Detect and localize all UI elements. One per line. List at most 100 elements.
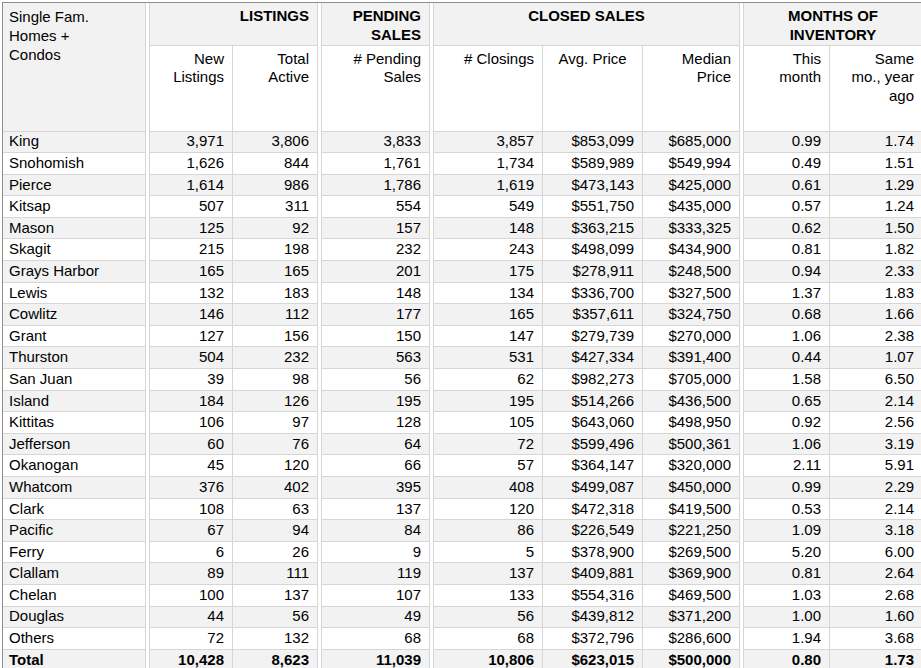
- this-month-inventory-cell: 0.92: [744, 412, 830, 434]
- same-month-year-ago-cell: 1.82: [830, 239, 921, 261]
- pending-sales-cell: 3,833: [322, 132, 430, 154]
- avg-price-cell: $363,215: [543, 218, 643, 240]
- new-listings-cell: 100: [150, 585, 233, 607]
- same-month-year-ago-cell: 1.73: [830, 650, 921, 668]
- county-cell: Total: [3, 650, 146, 668]
- new-listings-cell: 184: [150, 391, 233, 413]
- county-cell: Okanogan: [3, 455, 146, 477]
- col-header-same-month-year-ago: Same mo., year ago: [830, 46, 921, 132]
- county-cell: Kitsap: [3, 196, 146, 218]
- county-cell: Cowlitz: [3, 304, 146, 326]
- new-listings-cell: 106: [150, 412, 233, 434]
- pending-sales-cell: 1,761: [322, 153, 430, 175]
- new-listings-cell: 67: [150, 520, 233, 542]
- closings-cell: 62: [434, 369, 543, 391]
- new-listings-cell: 376: [150, 477, 233, 499]
- this-month-inventory-cell: 1.03: [744, 585, 830, 607]
- this-month-inventory-cell: 0.49: [744, 153, 830, 175]
- table-row: Jefferson 60 76 64 72 $599,496 $500,361 …: [3, 434, 921, 456]
- total-active-cell: 137: [233, 585, 318, 607]
- county-cell: San Juan: [3, 369, 146, 391]
- avg-price-cell: $643,060: [543, 412, 643, 434]
- median-price-cell: $269,500: [643, 542, 740, 564]
- pending-sales-cell: 68: [322, 628, 430, 650]
- county-cell: Skagit: [3, 239, 146, 261]
- closings-cell: 1,734: [434, 153, 543, 175]
- avg-price-cell: $336,700: [543, 283, 643, 305]
- total-row: Total 10,428 8,623 11,039 10,806 $623,01…: [3, 650, 921, 668]
- table-row: Clark 108 63 137 120 $472,318 $419,500 0…: [3, 499, 921, 521]
- avg-price-cell: $278,911: [543, 261, 643, 283]
- closings-cell: 105: [434, 412, 543, 434]
- new-listings-cell: 504: [150, 347, 233, 369]
- median-price-cell: $221,250: [643, 520, 740, 542]
- median-price-cell: $333,325: [643, 218, 740, 240]
- county-cell: King: [3, 132, 146, 154]
- new-listings-cell: 1,614: [150, 175, 233, 197]
- avg-price-cell: $472,318: [543, 499, 643, 521]
- closings-cell: 5: [434, 542, 543, 564]
- closings-cell: 120: [434, 499, 543, 521]
- this-month-inventory-cell: 0.81: [744, 239, 830, 261]
- avg-price-cell: $554,316: [543, 585, 643, 607]
- avg-price-cell: $473,143: [543, 175, 643, 197]
- same-month-year-ago-cell: 1.60: [830, 607, 921, 629]
- table-row: Grays Harbor 165 165 201 175 $278,911 $2…: [3, 261, 921, 283]
- pending-sales-cell: 9: [322, 542, 430, 564]
- pending-sales-cell: 56: [322, 369, 430, 391]
- closings-cell: 531: [434, 347, 543, 369]
- median-price-cell: $450,000: [643, 477, 740, 499]
- col-header-new-listings: New Listings: [150, 46, 233, 132]
- pending-sales-cell: 157: [322, 218, 430, 240]
- same-month-year-ago-cell: 1.51: [830, 153, 921, 175]
- col-header-pending-sales: # Pending Sales: [322, 46, 430, 132]
- closings-cell: 408: [434, 477, 543, 499]
- new-listings-cell: 10,428: [150, 650, 233, 668]
- county-cell: Grant: [3, 326, 146, 348]
- this-month-inventory-cell: 2.11: [744, 455, 830, 477]
- county-cell: Mason: [3, 218, 146, 240]
- table-corner-label: Single Fam. Homes + Condos: [3, 3, 146, 132]
- table-row: Pacific 67 94 84 86 $226,549 $221,250 1.…: [3, 520, 921, 542]
- median-price-cell: $391,400: [643, 347, 740, 369]
- county-cell: Pierce: [3, 175, 146, 197]
- this-month-inventory-cell: 0.57: [744, 196, 830, 218]
- pending-sales-cell: 66: [322, 455, 430, 477]
- new-listings-cell: 165: [150, 261, 233, 283]
- median-price-cell: $434,900: [643, 239, 740, 261]
- table-row: Kittitas 106 97 128 105 $643,060 $498,95…: [3, 412, 921, 434]
- total-active-cell: 986: [233, 175, 318, 197]
- pending-sales-cell: 137: [322, 499, 430, 521]
- pending-sales-cell: 395: [322, 477, 430, 499]
- avg-price-cell: $551,750: [543, 196, 643, 218]
- this-month-inventory-cell: 0.65: [744, 391, 830, 413]
- new-listings-cell: 60: [150, 434, 233, 456]
- avg-price-cell: $499,087: [543, 477, 643, 499]
- total-active-cell: 232: [233, 347, 318, 369]
- new-listings-cell: 215: [150, 239, 233, 261]
- avg-price-cell: $364,147: [543, 455, 643, 477]
- col-group-pending-sales: PENDING SALES: [322, 3, 430, 46]
- table-row: Thurston 504 232 563 531 $427,334 $391,4…: [3, 347, 921, 369]
- col-header-total-active: Total Active: [233, 46, 318, 132]
- table-row: Kitsap 507 311 554 549 $551,750 $435,000…: [3, 196, 921, 218]
- table-row: Ferry 6 26 9 5 $378,900 $269,500 5.20 6.…: [3, 542, 921, 564]
- same-month-year-ago-cell: 2.29: [830, 477, 921, 499]
- avg-price-cell: $853,099: [543, 132, 643, 154]
- avg-price-cell: $439,812: [543, 607, 643, 629]
- closings-cell: 10,806: [434, 650, 543, 668]
- median-price-cell: $436,500: [643, 391, 740, 413]
- this-month-inventory-cell: 0.53: [744, 499, 830, 521]
- same-month-year-ago-cell: 1.29: [830, 175, 921, 197]
- total-active-cell: 111: [233, 563, 318, 585]
- new-listings-cell: 127: [150, 326, 233, 348]
- closings-cell: 1,619: [434, 175, 543, 197]
- pending-sales-cell: 128: [322, 412, 430, 434]
- median-price-cell: $270,000: [643, 326, 740, 348]
- avg-price-cell: $357,611: [543, 304, 643, 326]
- county-cell: Jefferson: [3, 434, 146, 456]
- table-row: Lewis 132 183 148 134 $336,700 $327,500 …: [3, 283, 921, 305]
- same-month-year-ago-cell: 3.18: [830, 520, 921, 542]
- this-month-inventory-cell: 1.00: [744, 607, 830, 629]
- closings-cell: 148: [434, 218, 543, 240]
